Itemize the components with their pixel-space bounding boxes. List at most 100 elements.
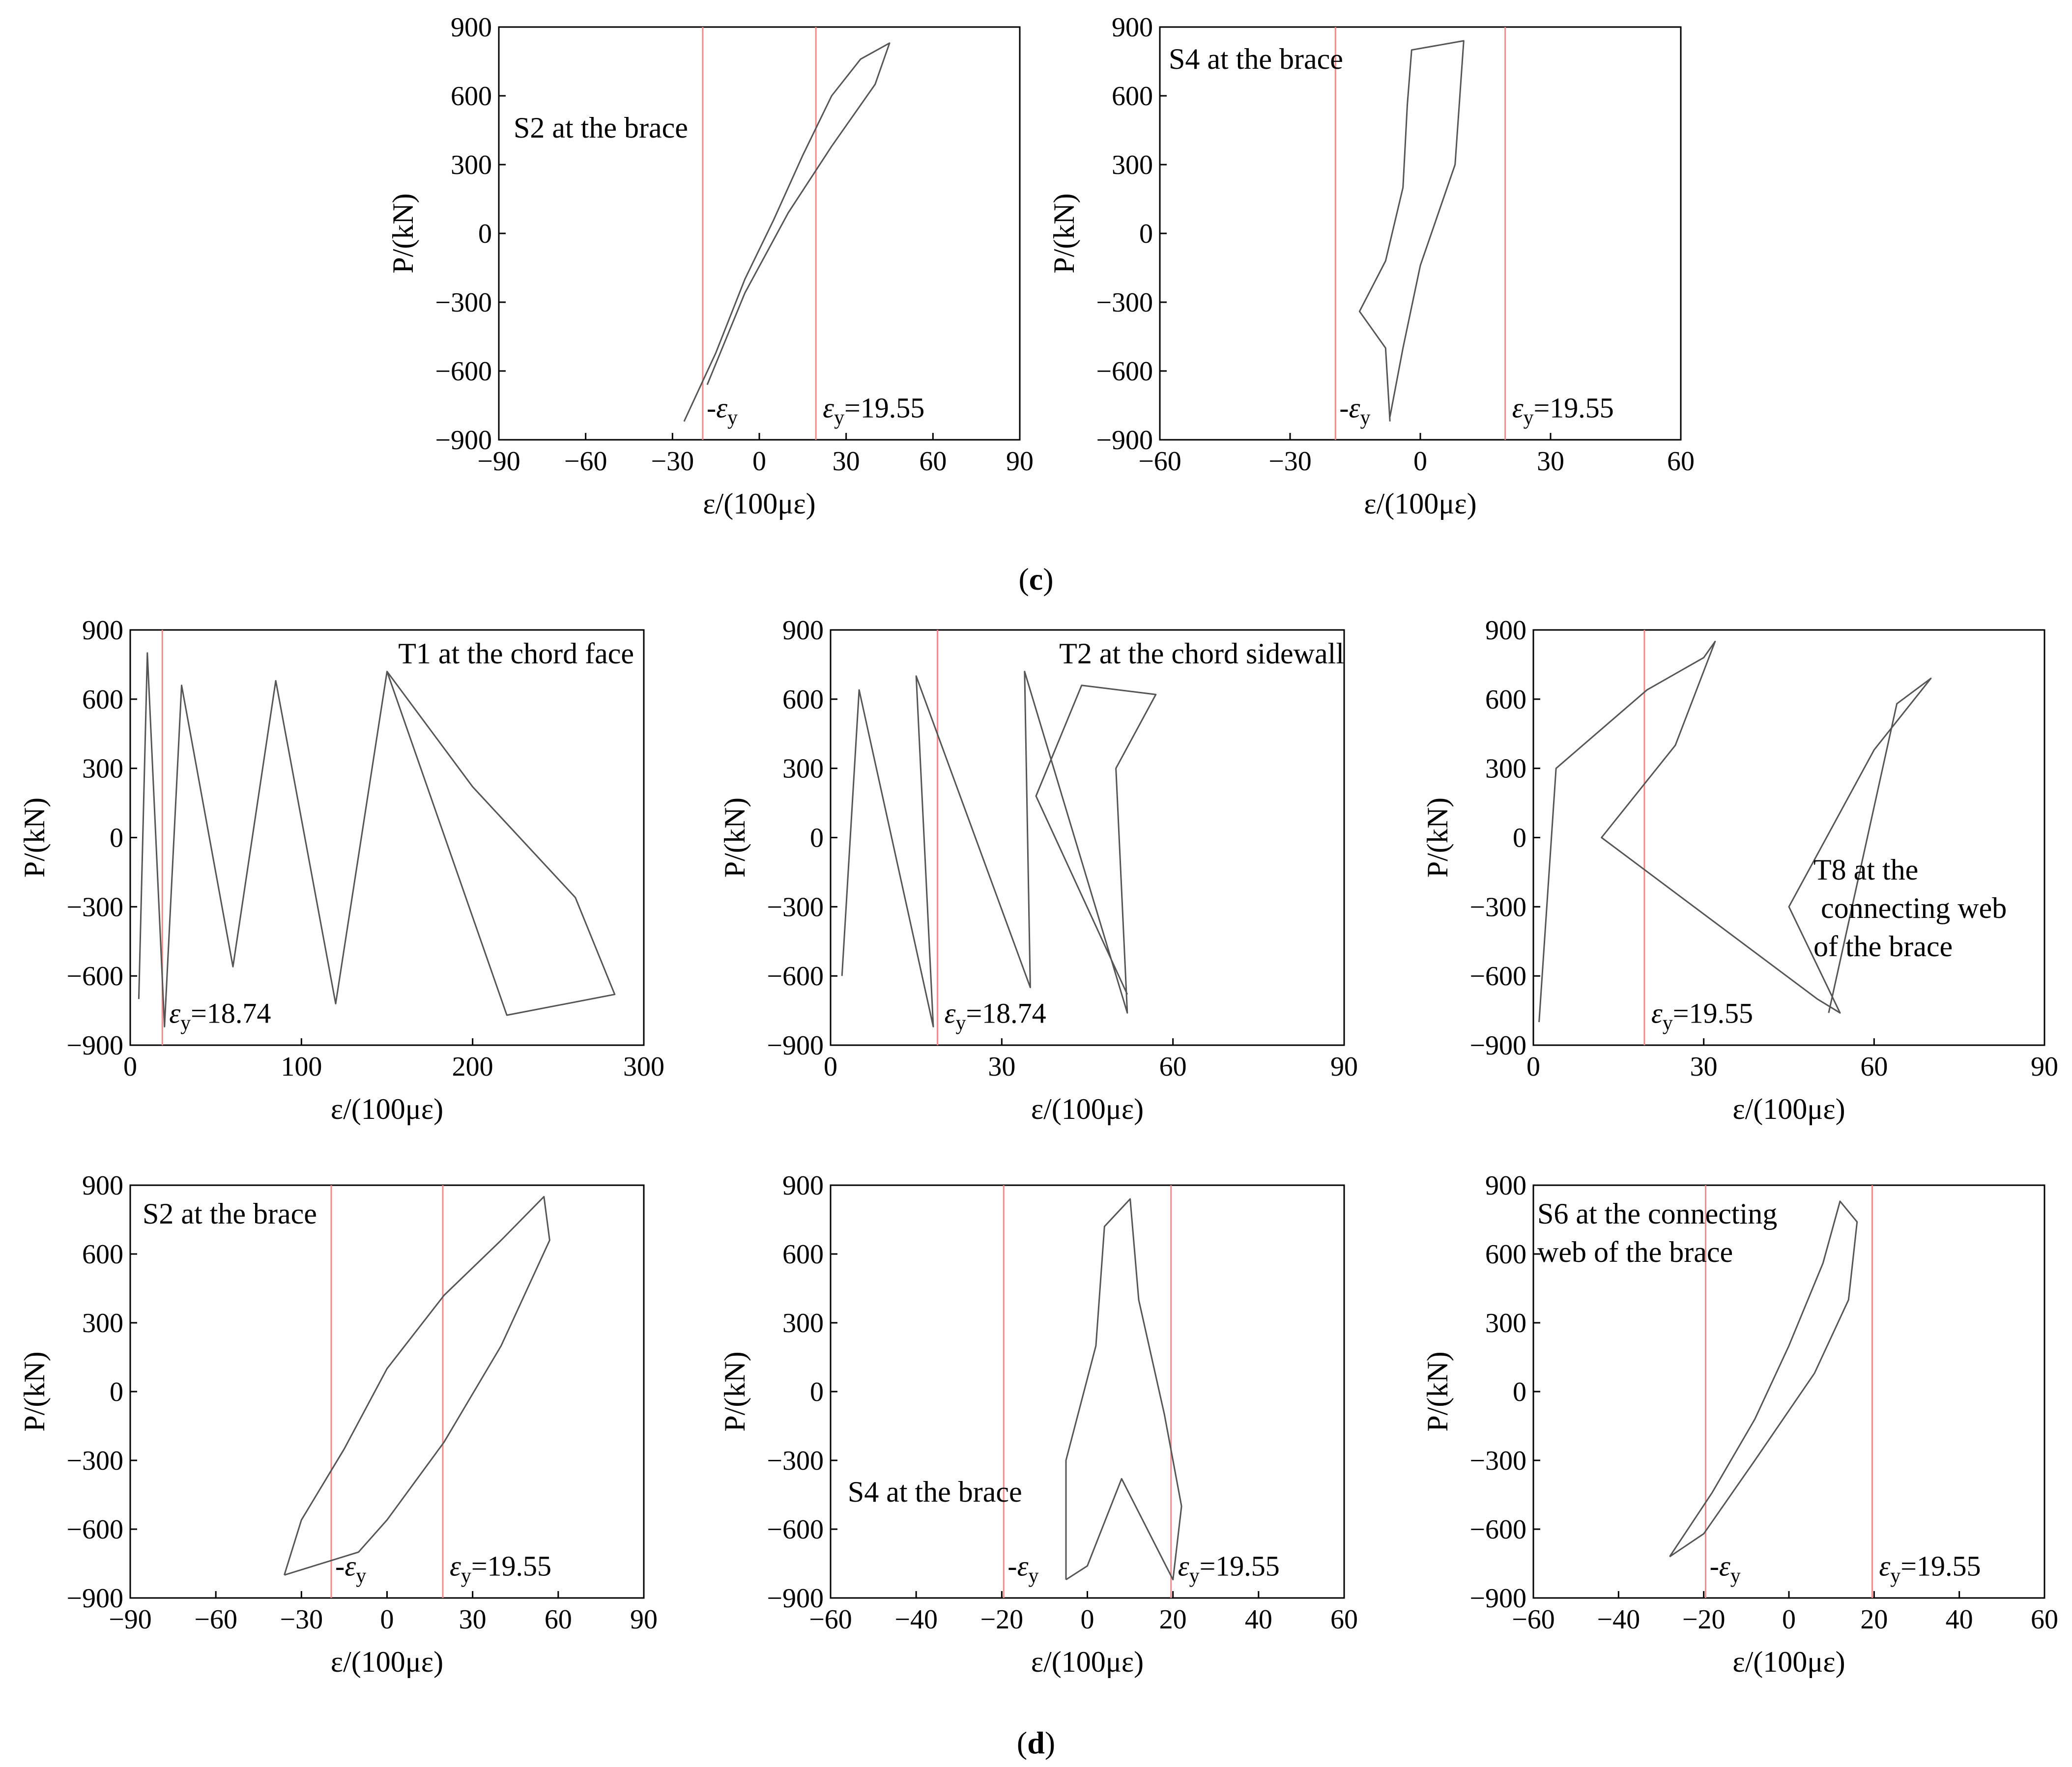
x-tick-label: 40 [1946,1604,1973,1635]
y-tick-label: 900 [1485,1170,1526,1201]
y-tick-label: −600 [767,961,824,992]
x-tick-label: 20 [1159,1604,1187,1635]
yield-annotation: εy=19.55 [823,392,924,429]
y-tick-label: 300 [451,150,492,180]
x-tick-label: 90 [1006,446,1034,477]
yield-annotation: εy=19.55 [1651,997,1753,1034]
plot-frame [830,629,1345,1046]
x-tick-label: 100 [281,1052,322,1082]
panel-title: T8 at the connecting web of the brace [1813,854,2007,963]
y-tick-label: 900 [82,615,123,646]
x-axis-title: ε/(100με) [331,1646,443,1678]
x-tick-label: 60 [1159,1052,1187,1082]
y-tick-label: 300 [1112,150,1153,180]
yield-annotation: εy=19.55 [1879,1550,1981,1588]
sub-label-c-close: ) [1043,562,1053,597]
series-S2 [284,1196,550,1576]
y-tick-label: 300 [1485,1308,1526,1339]
x-tick-label: −90 [477,446,520,477]
sub-label-c: (c) [1018,562,1053,597]
x-tick-label: 0 [123,1052,137,1082]
chart-d3: 0 30 60 90 −900 −600 −300 0 300 600 900 ε/(100με) P/… [1421,615,2058,1125]
x-axis-title: ε/(100με) [331,1093,443,1125]
x-tick-label: 0 [1782,1604,1796,1635]
x-tick-label: 30 [459,1604,487,1635]
chart-d2: 0 30 60 90 −900 −600 −300 0 300 600 900 ε/(100με) P/… [719,615,1358,1125]
y-tick-label: −900 [1469,1583,1526,1614]
sub-label-c-letter: c [1029,562,1043,597]
x-tick-label: 30 [833,446,860,477]
annotation-text: S4 at the brace [848,1476,1022,1508]
x-tick-label: 60 [545,1604,572,1635]
x-tick-label: 60 [919,446,947,477]
x-axis-title: ε/(100με) [1031,1093,1144,1125]
x-tick-label: 60 [1667,446,1695,477]
x-tick-label: 60 [1860,1052,1888,1082]
y-axis-title: P/(kN) [719,1351,751,1431]
x-tick-label: 90 [630,1604,658,1635]
series-S6 [1669,1200,1858,1558]
x-tick-label: 0 [1526,1052,1540,1082]
yield-annotation: εy=18.74 [169,997,271,1034]
sub-label-d-open: ( [1017,1725,1027,1760]
yield-annotation: εy=19.55 [1178,1550,1280,1588]
y-tick-label: 900 [82,1170,123,1201]
yield-annotation: -εy [335,1550,366,1588]
x-tick-label: −30 [280,1604,323,1635]
plot-frame [1532,629,2045,1046]
y-tick-label: −900 [1096,425,1153,456]
y-tick-label: 0 [110,1377,123,1407]
y-tick-label: 0 [1139,219,1153,249]
y-tick-label: 600 [1485,684,1526,715]
series-S4 [1358,40,1465,422]
y-tick-label: −900 [435,425,492,456]
yield-annotation: εy=19.55 [450,1550,551,1588]
y-tick-label: 600 [82,1239,123,1270]
sub-label-c-open: ( [1018,562,1029,597]
x-axis-title: ε/(100με) [1364,487,1476,520]
chart-d4: −90 −60 −30 0 30 60 90−900−600−3000300600900ε/… [18,1170,658,1678]
x-tick-label: 0 [1081,1604,1094,1635]
series-T8 [1538,641,1932,1023]
panel-title: T1 at the chord face [398,637,634,670]
plot-frame [129,629,645,1046]
y-tick-label: −600 [66,961,123,992]
panel-title: S2 at the brace [143,1197,317,1230]
sub-label-d: (d) [1017,1725,1055,1760]
y-tick-label: −900 [66,1030,123,1061]
plot-frame [498,26,1021,441]
sub-label-d-letter: d [1027,1725,1045,1760]
y-tick-label: 600 [782,1239,824,1270]
y-tick-label: −300 [435,287,492,318]
y-tick-label: −600 [767,1514,824,1545]
x-tick-label: 90 [1330,1052,1358,1082]
x-tick-label: 0 [1413,446,1427,477]
y-tick-label: 900 [1485,615,1526,646]
chart-d5: −60 −40 −20 0 20 40 60 −900 −600 −300 0 300 600 900 ε/… [719,1170,1358,1678]
y-tick-label: −900 [767,1583,824,1614]
x-tick-label: −60 [194,1604,237,1635]
y-tick-label: 300 [782,754,824,784]
y-tick-label: 600 [82,684,123,715]
y-axis-title: P/(kN) [387,193,419,273]
x-tick-label: 20 [1860,1604,1888,1635]
y-tick-label: 600 [1485,1239,1526,1270]
y-tick-label: 900 [451,12,492,43]
panel-title: T2 at the chord sidewall [1059,637,1344,670]
x-axis-title: ε/(100με) [1732,1646,1845,1678]
y-tick-label: −600 [66,1514,123,1545]
x-tick-label: −40 [1597,1604,1640,1635]
x-tick-label: 30 [988,1052,1015,1082]
y-tick-label: −300 [767,892,824,922]
y-tick-label: −600 [1469,961,1526,992]
y-tick-label: −300 [1469,1446,1526,1476]
x-tick-label: 60 [2031,1604,2058,1635]
plot-frame [830,1184,1345,1599]
x-tick-label: 40 [1245,1604,1272,1635]
chart-d6: −60 −40 −20 0 20 40 60 −900 −600 −300 0 300 600 900 ε/… [1421,1170,2058,1678]
chart-panels: −90 −60 −30 0 30 60 90−900−600−3000300600900ε/… [18,12,2058,1678]
x-tick-label: −60 [809,1604,852,1635]
y-axis-title: P/(kN) [18,798,51,878]
y-tick-label: 0 [110,823,123,854]
yield-annotation: -εy [1007,1550,1038,1588]
